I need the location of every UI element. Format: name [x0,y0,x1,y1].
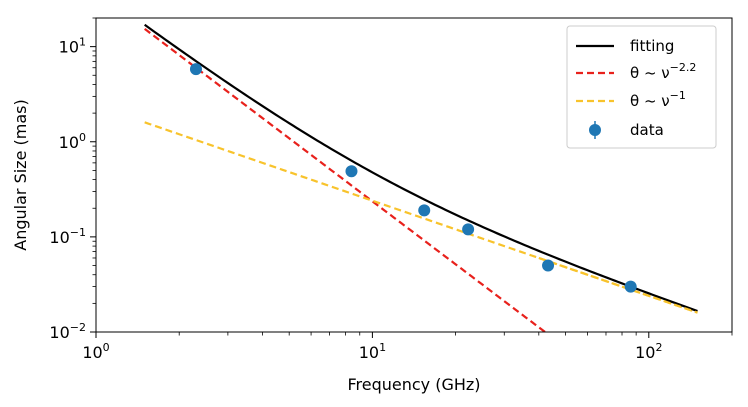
x-tick-label-base: 10 [635,343,655,362]
legend-label-base: data [630,121,664,139]
x-tick-label-base: 10 [359,343,379,362]
data-point [418,204,431,217]
curve-layer [144,23,698,332]
y-tick-label: 100 [59,131,86,152]
data-point [462,223,475,236]
legend-label-base: fitting [630,37,674,55]
y-tick-label-base: 10 [49,323,69,342]
plot-frame [95,17,733,333]
y-tick-label-base: 10 [59,133,79,152]
legend-label: data [630,121,664,139]
y-tick-label-exponent: 1 [79,36,86,49]
x-axis-title: Frequency (GHz) [347,375,480,394]
y-tick-label-base: 10 [49,228,69,247]
y-tick-label-exponent: −1 [70,226,86,239]
y-tick-label: 10−2 [49,321,86,342]
x-tick-label-exponent: 0 [103,341,110,354]
data-point [624,280,637,293]
legend-label: θ ~ ν−1 [630,89,686,110]
data-point [345,165,358,178]
y-axis-title: Angular Size (mas) [11,99,30,250]
y-tick-label-exponent: −2 [70,321,86,334]
series-line-0 [144,23,698,313]
data-point-layer [189,63,637,293]
x-tick-label-exponent: 1 [379,341,386,354]
series-line-overlay [538,256,698,314]
legend-label: fitting [630,37,674,55]
series-line-1 [144,28,547,332]
y-tick-label-base: 10 [59,38,79,57]
legend-label: θ ~ ν−2.2 [630,61,696,82]
data-point [189,63,202,76]
legend-label-base: θ ~ ν [630,92,670,110]
legend-marker [589,124,601,136]
x-tick-label-base: 10 [82,343,102,362]
x-tick-label: 102 [635,341,662,362]
y-tick-label: 10−1 [49,226,86,247]
legend-label-exponent: −1 [670,89,686,102]
legend-label-exponent: −2.2 [670,61,697,74]
data-point [542,259,555,272]
legend-box [566,25,717,149]
x-tick-label-exponent: 2 [655,341,662,354]
y-tick-label: 101 [59,36,86,57]
legend-label-base: θ ~ ν [630,64,670,82]
x-tick-label: 101 [359,341,386,362]
y-tick-label-exponent: 0 [79,131,86,144]
x-tick-label: 100 [82,341,109,362]
